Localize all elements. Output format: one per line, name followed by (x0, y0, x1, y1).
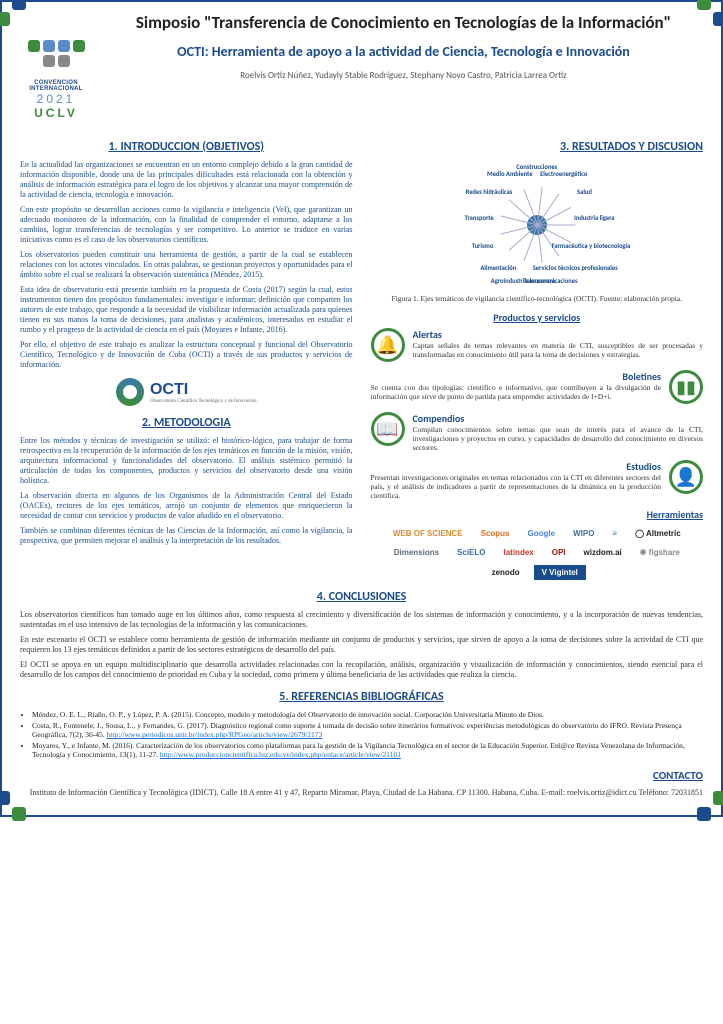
poster: CONVENCION INTERNACIONAL 2021 UCLV Simpo… (0, 0, 723, 817)
reference-link[interactable]: http://www.produccioncientifica.luz.edu.… (160, 750, 401, 759)
intro-paragraph: Con este propósito se desarrollan accion… (20, 205, 353, 245)
product-text: Captan señales de temas relevantes en ma… (413, 341, 704, 359)
tool-logo: Google (524, 527, 560, 540)
left-column: 1. INTRODUCCION (OBJETIVOS) En la actual… (20, 130, 353, 580)
wheel-label: Transporte (465, 214, 494, 222)
wheel-label: Medio Ambiente (487, 170, 532, 178)
right-column: 3. RESULTADOS Y DISCUSION Construcciones… (371, 130, 704, 580)
product-title: Boletines (371, 370, 662, 383)
tool-logo: WEB OF SCIENCE (389, 527, 467, 540)
product-text: Se cuenta con dos tipologías: científico… (371, 383, 662, 401)
reference-item: Moyares, Y., e Infante, M. (2016). Carac… (32, 741, 703, 759)
intro-paragraph: En la actualidad las organizaciones se e… (20, 160, 353, 200)
references-list: Méndez, O. E. L., Riaño, O. P., y López,… (32, 710, 703, 759)
tool-logo: wizdom.ai (580, 546, 626, 559)
tool-logo: ≡ (608, 527, 621, 540)
wheel-diagram: ConstruccionesElectroenergéticoSaludIndu… (427, 160, 647, 290)
two-columns: 1. INTRODUCCION (OBJETIVOS) En la actual… (20, 130, 703, 580)
section-concl-title: 4. CONCLUSIONES (20, 590, 703, 604)
metod-paragraph: También se combinan diferentes técnicas … (20, 526, 353, 546)
figure-caption: Figura 1. Ejes temáticos de vigilancia c… (371, 294, 704, 303)
wheel-label: Electroenergético (540, 170, 587, 178)
product-icon: 🔔 (371, 328, 405, 362)
tool-logo: V Vigintel (534, 565, 586, 580)
tool-logo: zenodo (488, 566, 524, 579)
wheel-label: Redes hidráulicas (466, 188, 513, 196)
wheel-label: Farmacéutica y biotecnología (552, 242, 631, 250)
corner-decoration (0, 0, 36, 36)
metod-paragraph: Entre los métodos y técnicas de investig… (20, 436, 353, 486)
tool-logo: SciELO (453, 546, 489, 559)
wheel-label: Agroindustria azucarera (491, 277, 555, 285)
tool-logo: ◯ Altmetric (631, 527, 685, 540)
contact-text: Instituto de Información Científica y Te… (20, 788, 703, 797)
reference-item: Méndez, O. E. L., Riaño, O. P., y López,… (32, 710, 703, 719)
section-result-title: 3. RESULTADOS Y DISCUSION (371, 140, 704, 154)
authors: Roelvis Ortiz Núñez, Yudayly Stable Rodr… (104, 70, 703, 81)
product-title: Alertas (413, 328, 704, 341)
metod-paragraph: La observación directa en algunos de los… (20, 491, 353, 521)
product-item: 👤 Estudios Presentan investigaciones ori… (371, 460, 704, 500)
product-text: Presentan investigaciones originales en … (371, 473, 662, 500)
tools-title: Herramientas (371, 508, 704, 521)
header: CONVENCION INTERNACIONAL 2021 UCLV Simpo… (20, 14, 703, 120)
tool-logo: Scopus (477, 527, 514, 540)
reference-link[interactable]: http://www.periodicos.unir.br/index.php/… (107, 730, 323, 739)
concl-paragraph: El OCTI se apoya en un equipo multidisci… (20, 660, 703, 681)
corner-decoration (687, 781, 723, 821)
octi-logo: OCTI Observatorio Científico Tecnológico… (20, 378, 353, 406)
title-block: Simposio "Transferencia de Conocimiento … (104, 14, 703, 81)
poster-title: Simposio "Transferencia de Conocimiento … (104, 14, 703, 33)
intro-paragraph: Los observatorios pueden constituir una … (20, 250, 353, 280)
wheel-label: Servicios técnicos profesionales (533, 264, 618, 272)
wheel-spoke (537, 225, 575, 226)
product-title: Compendios (413, 412, 704, 425)
contact-title: CONTACTO (20, 769, 703, 782)
logo-year: 2021 (37, 92, 76, 106)
product-text: Compilan conocimientos sobre temas que s… (413, 425, 704, 452)
wheel-label: Industria ligera (574, 214, 614, 222)
wheel-label: Salud (577, 188, 592, 196)
tool-logo: latindex (500, 546, 538, 559)
intro-paragraph: Por ello, el objetivo de este trabajo es… (20, 340, 353, 370)
tool-logo: Dimensions (390, 546, 443, 559)
corner-decoration (0, 781, 36, 821)
product-title: Estudios (371, 460, 662, 473)
product-icon: 📖 (371, 412, 405, 446)
octi-sublabel: Observatorio Científico Tecnológico y de… (150, 399, 257, 404)
wheel-label: Turismo (472, 242, 494, 250)
corner-decoration (687, 0, 723, 36)
reference-item: Costa, R., Fontenele, J., Sousa, L., y F… (32, 721, 703, 739)
section-refs-title: 5. REFERENCIAS BIBLIOGRÁFICAS (20, 690, 703, 704)
section-intro-title: 1. INTRODUCCION (OBJETIVOS) (20, 140, 353, 154)
tool-logo: WIPO (569, 527, 598, 540)
logo-acronym: UCLV (34, 106, 78, 120)
octi-label: OCTI (150, 381, 257, 399)
product-item: ▮▮ Boletines Se cuenta con dos tipología… (371, 370, 704, 404)
concl-paragraph: En este escenario el OCTI se establece c… (20, 635, 703, 656)
concl-paragraph: Los observatorios científicos han tomado… (20, 610, 703, 631)
tool-logo: ❋ figshare (636, 546, 684, 559)
product-item: 📖 Compendios Compilan conocimientos sobr… (371, 412, 704, 452)
tools-grid: WEB OF SCIENCE Scopus Google WIPO ≡ ◯ Altmetr… (371, 527, 704, 580)
product-icon: ▮▮ (669, 370, 703, 404)
octi-swirl-icon (116, 378, 144, 406)
product-item: 🔔 Alertas Captan señales de temas releva… (371, 328, 704, 362)
intro-paragraph: Esta idea de observatorio está presente … (20, 285, 353, 335)
poster-subtitle: OCTI: Herramienta de apoyo a la activida… (104, 43, 703, 60)
products-title: Productos y servicios (371, 311, 704, 324)
section-metod-title: 2. METODOLOGIA (20, 416, 353, 430)
logo-conv-label: CONVENCION INTERNACIONAL (20, 80, 92, 92)
wheel-label: Alimentación (480, 264, 516, 272)
product-icon: 👤 (669, 460, 703, 494)
tool-logo: OPI (548, 546, 570, 559)
